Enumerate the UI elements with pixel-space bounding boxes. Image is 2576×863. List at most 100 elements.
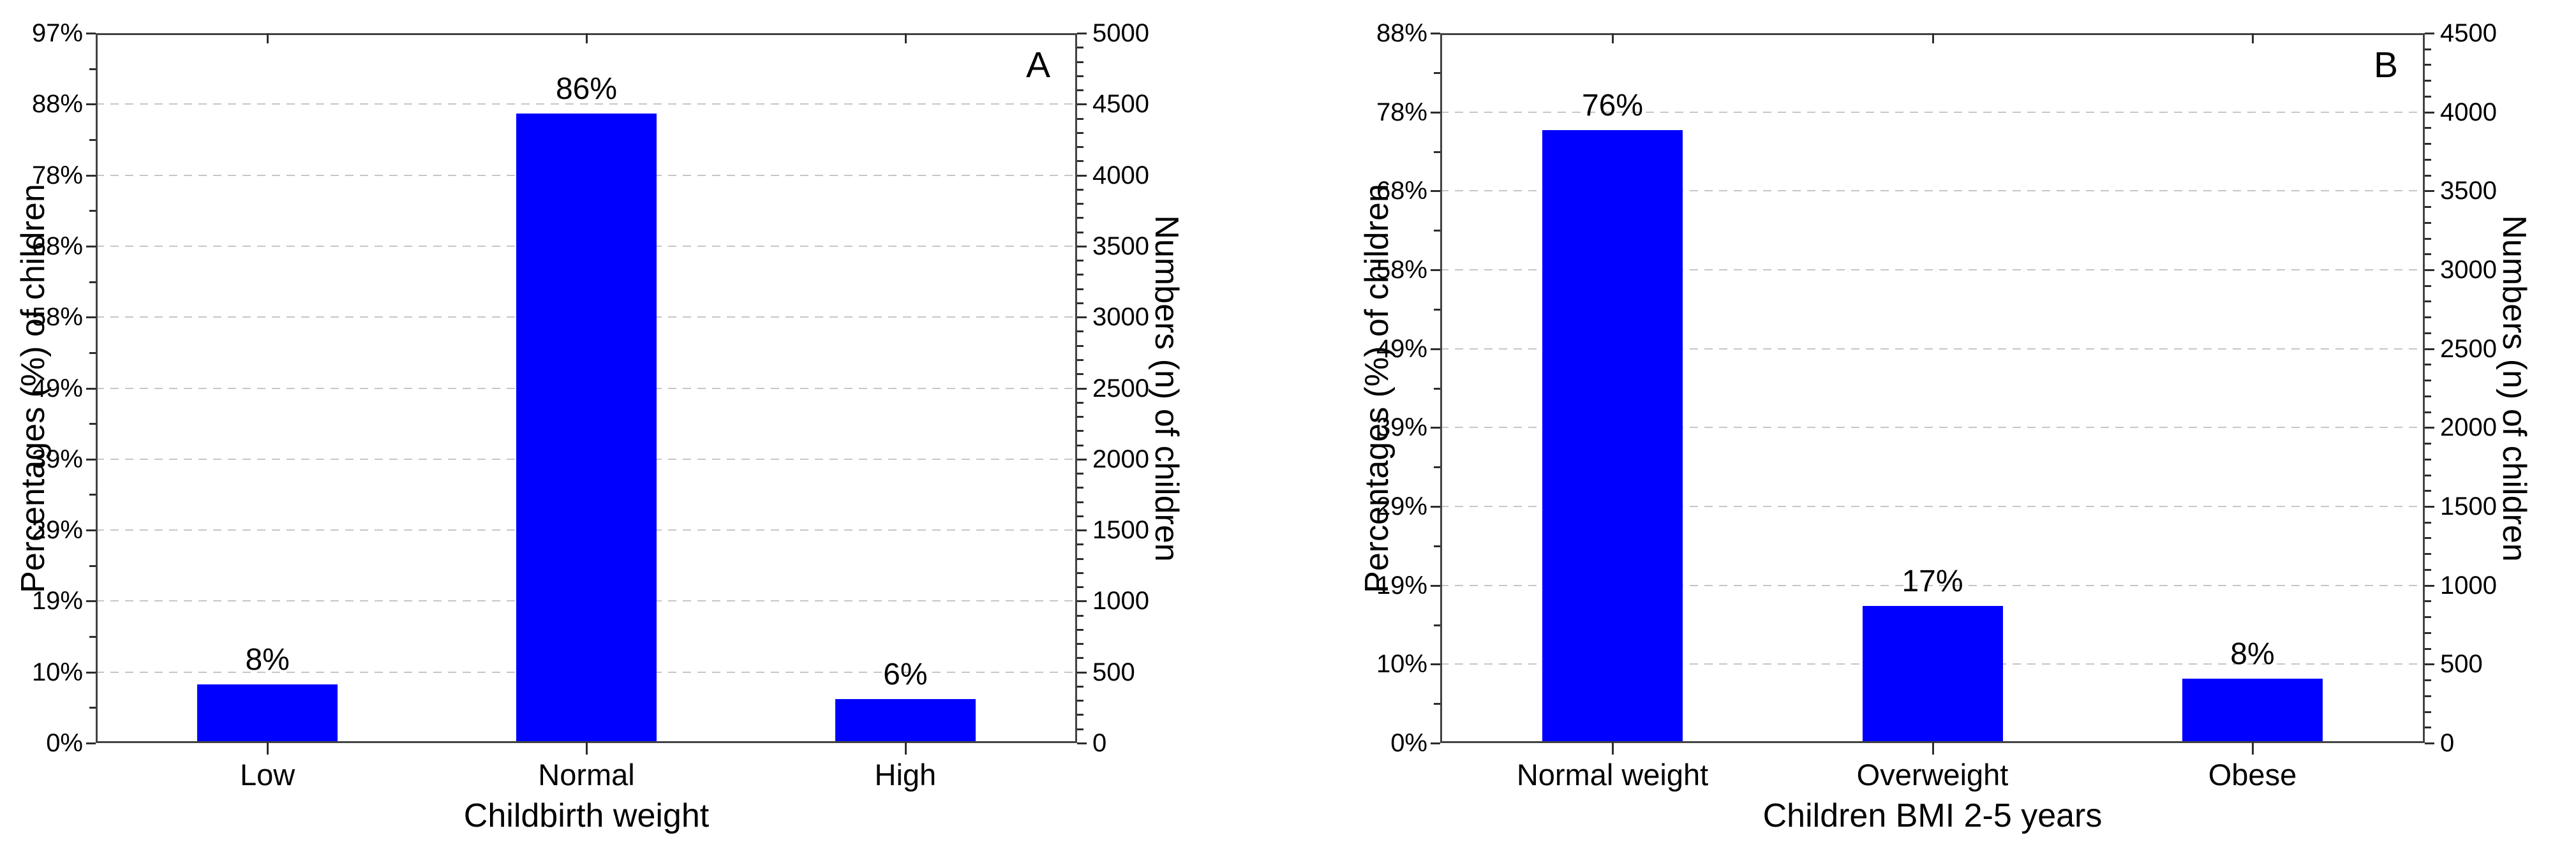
right-axis-tick-label: 5000 (1092, 19, 1149, 47)
left-axis-tick-label: 88% (31, 90, 83, 119)
right-axis-minor-tick (1077, 217, 1083, 219)
right-axis-minor-tick (1077, 543, 1083, 546)
right-axis-minor-tick (2425, 443, 2431, 445)
gridline (96, 103, 1077, 105)
right-axis-major-tick (1077, 742, 1087, 744)
right-axis-minor-tick (2425, 253, 2431, 256)
right-axis-minor-tick (1077, 643, 1083, 645)
right-axis-major-tick (2425, 506, 2434, 508)
right-axis-major-tick (2425, 190, 2434, 193)
bottom-axis-category-tick (1612, 742, 1614, 755)
left-axis-major-tick (1431, 190, 1440, 193)
right-axis-minor-tick (2425, 300, 2431, 303)
category-label-obese: Obese (2208, 758, 2297, 792)
right-axis-minor-tick (2425, 553, 2431, 556)
right-axis-major-tick (1077, 245, 1087, 247)
right-axis-major-tick (2425, 33, 2434, 34)
right-axis-minor-tick (2425, 48, 2431, 50)
right-axis-minor-tick (2425, 616, 2431, 619)
category-label-overweight: Overweight (1856, 758, 2009, 792)
right-axis-tick-label: 2000 (1092, 445, 1149, 473)
y-axis-title-left-B: Percentages (%) of children (1359, 183, 1396, 593)
right-axis-minor-tick (2425, 80, 2431, 82)
right-axis-minor-tick (1077, 288, 1083, 290)
right-axis-minor-tick (2425, 206, 2431, 209)
top-axis-category-tick (904, 33, 907, 43)
left-axis-major-tick (1431, 506, 1440, 508)
right-axis-minor-tick (1077, 657, 1083, 660)
right-axis-minor-tick (2425, 316, 2431, 319)
right-axis-minor-tick (1077, 61, 1083, 63)
right-axis-minor-tick (2425, 158, 2431, 161)
left-axis-major-tick (1431, 663, 1440, 666)
bar-high (835, 699, 976, 743)
panel-letter-A: A (1025, 45, 1050, 85)
bar-obese (2182, 678, 2323, 743)
bar-value-label-high: 6% (883, 658, 928, 692)
right-axis-minor-tick (1077, 146, 1083, 149)
left-axis-tick-label: 19% (1376, 571, 1427, 600)
category-label-normal: Normal (538, 758, 635, 792)
bar-low (197, 684, 338, 743)
left-axis-tick-label: 88% (1376, 19, 1427, 47)
right-axis-tick-label: 2000 (2440, 413, 2497, 442)
left-axis-major-tick (86, 671, 96, 674)
bar-value-label-obese: 8% (2230, 637, 2275, 671)
right-axis-minor-tick (2425, 380, 2431, 382)
right-axis-minor-tick (1077, 515, 1083, 517)
left-axis-minor-tick (1434, 703, 1440, 705)
right-axis-minor-tick (1077, 714, 1083, 716)
right-axis-minor-tick (1077, 728, 1083, 730)
bottom-axis-category-tick (904, 742, 907, 755)
left-axis-major-tick (86, 245, 96, 247)
gridline (1440, 427, 2425, 429)
bar-normal-weight (1542, 129, 1683, 743)
left-axis-minor-tick (1434, 545, 1440, 547)
left-axis-minor-tick (89, 636, 96, 638)
left-axis-tick-label: 68% (1376, 177, 1427, 205)
right-axis-minor-tick (1077, 203, 1083, 205)
left-axis-tick-label: 49% (1376, 334, 1427, 363)
top-axis-category-tick (586, 33, 588, 43)
right-axis-minor-tick (1077, 572, 1083, 574)
right-axis-minor-tick (2425, 679, 2431, 682)
left-axis-minor-tick (1434, 387, 1440, 390)
right-axis-tick-label: 3500 (1092, 232, 1149, 260)
right-axis-minor-tick (2425, 631, 2431, 634)
right-axis-major-tick (2425, 427, 2434, 429)
left-axis-major-tick (86, 316, 96, 319)
left-axis-tick-label: 49% (31, 374, 83, 402)
right-axis-minor-tick (2425, 221, 2431, 224)
left-axis-tick-label: 68% (31, 232, 83, 260)
right-axis-minor-tick (1077, 557, 1083, 560)
right-axis-tick-label: 500 (2440, 650, 2483, 679)
bar-value-label-overweight: 17% (1902, 564, 1963, 598)
left-axis-tick-label: 0% (46, 729, 83, 757)
right-axis-minor-tick (2425, 695, 2431, 697)
right-axis-tick-label: 0 (2440, 729, 2455, 757)
right-axis-minor-tick (1077, 188, 1083, 191)
left-axis-major-tick (86, 458, 96, 461)
left-axis-tick-label: 39% (1376, 413, 1427, 442)
right-axis-major-tick (1077, 671, 1087, 674)
left-axis-major-tick (86, 33, 96, 34)
right-axis-minor-tick (1077, 614, 1083, 617)
left-axis-minor-tick (89, 138, 96, 141)
right-axis-major-tick (1077, 458, 1087, 461)
right-axis-minor-tick (1077, 274, 1083, 276)
bottom-axis-category-tick (1932, 742, 1934, 755)
right-axis-minor-tick (2425, 64, 2431, 66)
panel-letter-B: B (2373, 45, 2398, 85)
right-axis-tick-label: 1000 (1092, 587, 1149, 616)
gridline (1440, 111, 2425, 113)
left-axis-tick-label: 39% (31, 445, 83, 473)
right-axis-minor-tick (1077, 231, 1083, 233)
left-axis-major-tick (1431, 584, 1440, 587)
right-axis-minor-tick (2425, 284, 2431, 287)
left-axis-minor-tick (1434, 308, 1440, 311)
right-axis-major-tick (1077, 600, 1087, 603)
y-axis-title-right-B: Numbers (n) of children (2496, 214, 2533, 562)
right-axis-minor-tick (2425, 332, 2431, 334)
right-axis-minor-tick (2425, 395, 2431, 397)
